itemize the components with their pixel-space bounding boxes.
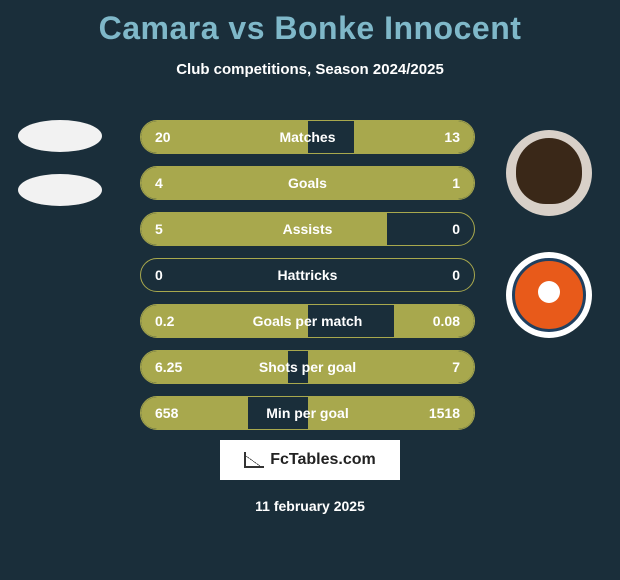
stat-row: 6.257Shots per goal: [140, 350, 475, 384]
player-head-icon: [516, 138, 582, 204]
stats-chart: 2013Matches 41Goals 50Assists 00Hattricks 0.…: [140, 120, 475, 442]
right-avatar-column: [506, 130, 592, 374]
stat-label: Assists: [141, 221, 474, 237]
date-label: 11 february 2025: [0, 498, 620, 514]
club-ball-icon: [538, 281, 560, 303]
stat-row: 50Assists: [140, 212, 475, 246]
stat-label: Goals: [141, 175, 474, 191]
right-club-badge: [506, 252, 592, 338]
stat-row: 2013Matches: [140, 120, 475, 154]
footer-brand-text: FcTables.com: [270, 451, 376, 469]
subtitle: Club competitions, Season 2024/2025: [0, 61, 620, 78]
left-avatar-column: [18, 120, 102, 228]
stat-row: 0.20.08Goals per match: [140, 304, 475, 338]
right-player-avatar: [506, 130, 592, 216]
stat-row: 41Goals: [140, 166, 475, 200]
left-club-badge-placeholder: [18, 174, 102, 206]
stat-row: 6581518Min per goal: [140, 396, 475, 430]
left-player-avatar-placeholder: [18, 120, 102, 152]
stat-label: Matches: [141, 129, 474, 145]
stat-label: Goals per match: [141, 313, 474, 329]
stat-label: Shots per goal: [141, 359, 474, 375]
stat-label: Hattricks: [141, 267, 474, 283]
stat-row: 00Hattricks: [140, 258, 475, 292]
chart-icon: [244, 452, 264, 468]
page-title: Camara vs Bonke Innocent: [0, 0, 620, 47]
footer-brand-logo: FcTables.com: [220, 440, 400, 480]
club-badge-icon: [512, 258, 586, 332]
stat-label: Min per goal: [141, 405, 474, 421]
